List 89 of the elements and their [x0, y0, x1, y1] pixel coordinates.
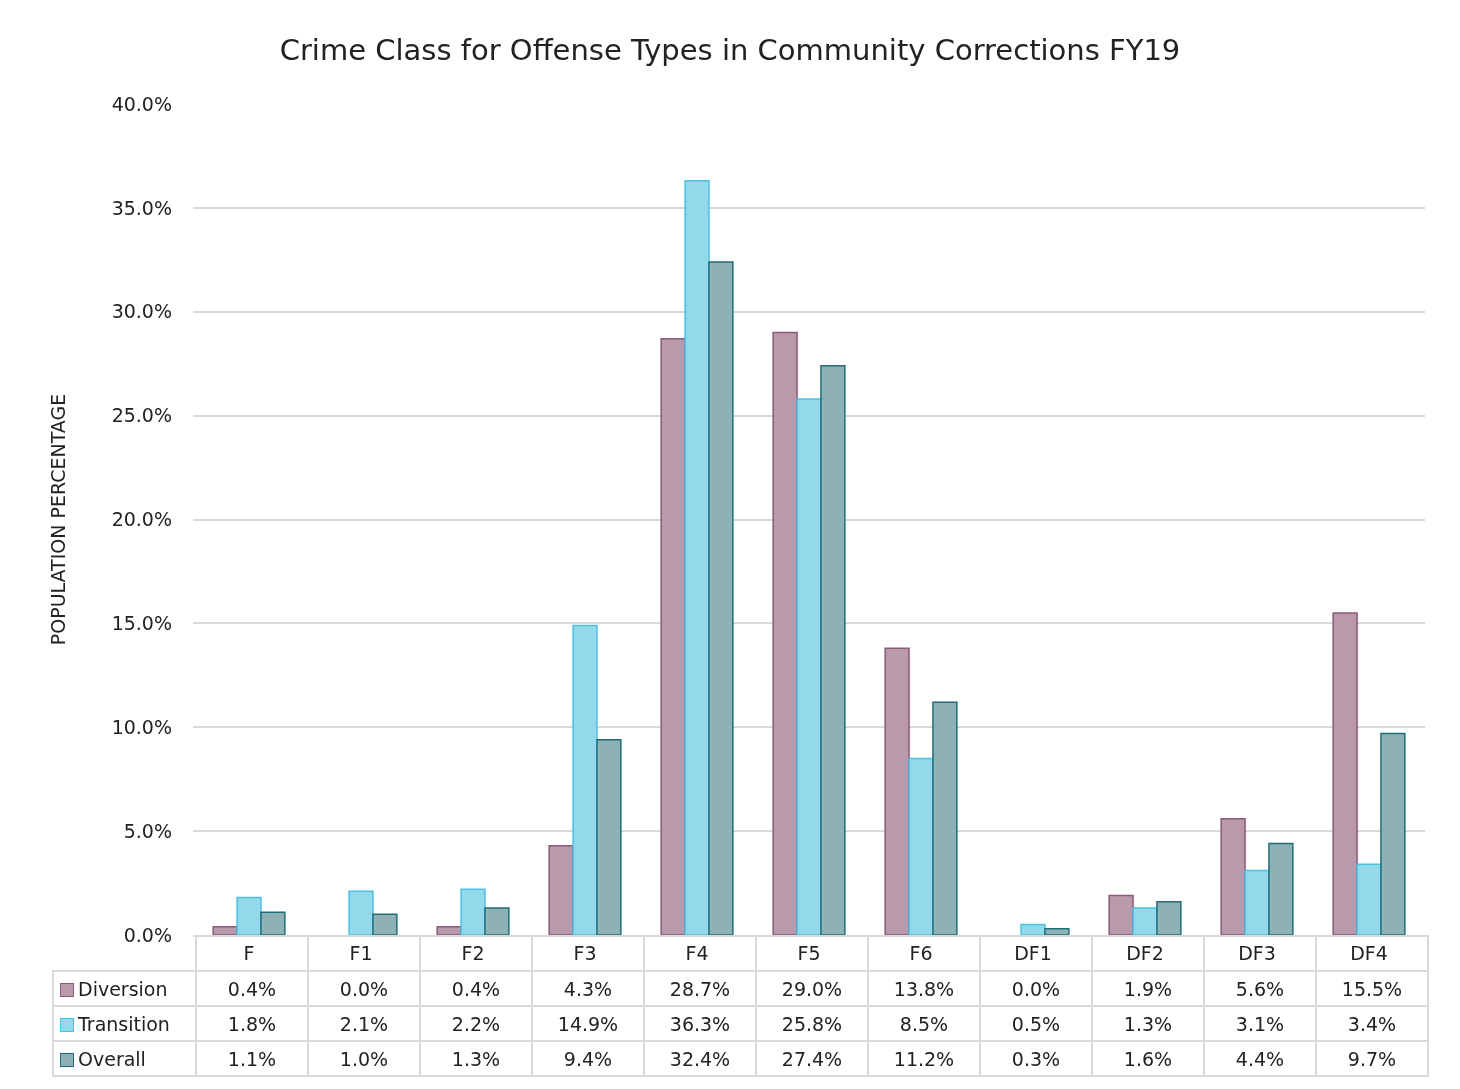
x-tick-label: F: [243, 941, 255, 964]
data-label: 2.2%: [420, 1006, 532, 1041]
data-label: 27.4%: [756, 1041, 868, 1076]
bar: [796, 398, 822, 935]
bar: [1020, 923, 1046, 935]
x-tick-label: DF4: [1350, 941, 1388, 964]
legend-label: Diversion: [53, 971, 196, 1006]
data-label: 13.8%: [868, 971, 980, 1006]
data-label: 1.0%: [308, 1041, 420, 1076]
y-tick-label: 30.0%: [111, 300, 172, 323]
data-label: 0.5%: [980, 1006, 1092, 1041]
y-tick-label: 35.0%: [111, 196, 172, 219]
data-label: 14.9%: [532, 1006, 644, 1041]
bar: [932, 701, 958, 935]
bar: [1156, 901, 1182, 935]
bar: [684, 180, 710, 935]
bar: [820, 365, 846, 935]
x-tick-label: F1: [349, 941, 373, 964]
bar: [1380, 732, 1406, 935]
data-label: 9.4%: [532, 1041, 644, 1076]
x-tick-label: F2: [461, 941, 485, 964]
x-tick-label: DF1: [1014, 941, 1052, 964]
data-label: 1.1%: [196, 1041, 308, 1076]
data-label: 1.9%: [1092, 971, 1204, 1006]
data-label: 1.3%: [1092, 1006, 1204, 1041]
bar: [260, 911, 286, 935]
data-label: 15.5%: [1316, 971, 1428, 1006]
x-tick-label: DF3: [1238, 941, 1276, 964]
y-tick-label: 25.0%: [111, 404, 172, 427]
x-tick-label: DF2: [1126, 941, 1164, 964]
data-label: 36.3%: [644, 1006, 756, 1041]
x-tick-label: F4: [685, 941, 709, 964]
data-label: 1.8%: [196, 1006, 308, 1041]
bar: [596, 738, 622, 935]
data-label: 5.6%: [1204, 971, 1316, 1006]
data-label: 0.0%: [980, 971, 1092, 1006]
bar: [236, 896, 262, 935]
data-label: 8.5%: [868, 1006, 980, 1041]
y-tick-label: 40.0%: [111, 92, 172, 115]
data-label: 3.1%: [1204, 1006, 1316, 1041]
bar: [660, 338, 686, 935]
data-label: 11.2%: [868, 1041, 980, 1076]
data-label: 9.7%: [1316, 1041, 1428, 1076]
data-label: 29.0%: [756, 971, 868, 1006]
bar: [1356, 863, 1382, 935]
y-tick-label: 5.0%: [123, 819, 172, 842]
bar: [1132, 907, 1158, 935]
data-label: 0.0%: [308, 971, 420, 1006]
bar: [484, 907, 510, 935]
data-label: 1.3%: [420, 1041, 532, 1076]
bar: [908, 757, 934, 935]
data-label: 25.8%: [756, 1006, 868, 1041]
y-axis-title: POPULATION PERCENTAGE: [47, 393, 70, 646]
bar: [1332, 612, 1358, 935]
bar: [212, 925, 238, 935]
legend-label: Transition: [53, 1006, 196, 1041]
x-tick-label: F6: [909, 941, 933, 964]
bar: [1244, 869, 1270, 935]
bar: [1268, 842, 1294, 935]
data-label: 32.4%: [644, 1041, 756, 1076]
bar: [708, 261, 734, 935]
y-tick-label: 15.0%: [111, 612, 172, 635]
bar: [1220, 817, 1246, 935]
bar: [372, 913, 398, 935]
bar: [436, 925, 462, 935]
y-tick-label: 10.0%: [111, 715, 172, 738]
data-label: 0.4%: [196, 971, 308, 1006]
data-label: 0.3%: [980, 1041, 1092, 1076]
data-label: 4.4%: [1204, 1041, 1316, 1076]
x-tick-label: F5: [797, 941, 821, 964]
bar: [1108, 894, 1134, 935]
bar: [884, 647, 910, 935]
data-label: 28.7%: [644, 971, 756, 1006]
data-label: 3.4%: [1316, 1006, 1428, 1041]
chart-title: Crime Class for Offense Types in Community Corrections FY19: [279, 33, 1181, 68]
bar: [572, 624, 598, 935]
bar: [548, 844, 574, 935]
x-tick-label: F3: [573, 941, 597, 964]
bar: [460, 888, 486, 935]
data-label: 1.6%: [1092, 1041, 1204, 1076]
bar: [348, 890, 374, 935]
bar: [772, 331, 798, 935]
data-label: 2.1%: [308, 1006, 420, 1041]
data-label: 4.3%: [532, 971, 644, 1006]
bar: [1044, 928, 1070, 935]
data-label: 0.4%: [420, 971, 532, 1006]
legend-label: Overall: [53, 1041, 196, 1076]
y-tick-label: 20.0%: [111, 508, 172, 531]
y-tick-label: 0.0%: [123, 923, 172, 946]
